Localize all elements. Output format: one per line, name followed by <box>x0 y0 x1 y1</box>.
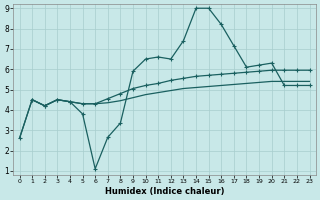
X-axis label: Humidex (Indice chaleur): Humidex (Indice chaleur) <box>105 187 224 196</box>
